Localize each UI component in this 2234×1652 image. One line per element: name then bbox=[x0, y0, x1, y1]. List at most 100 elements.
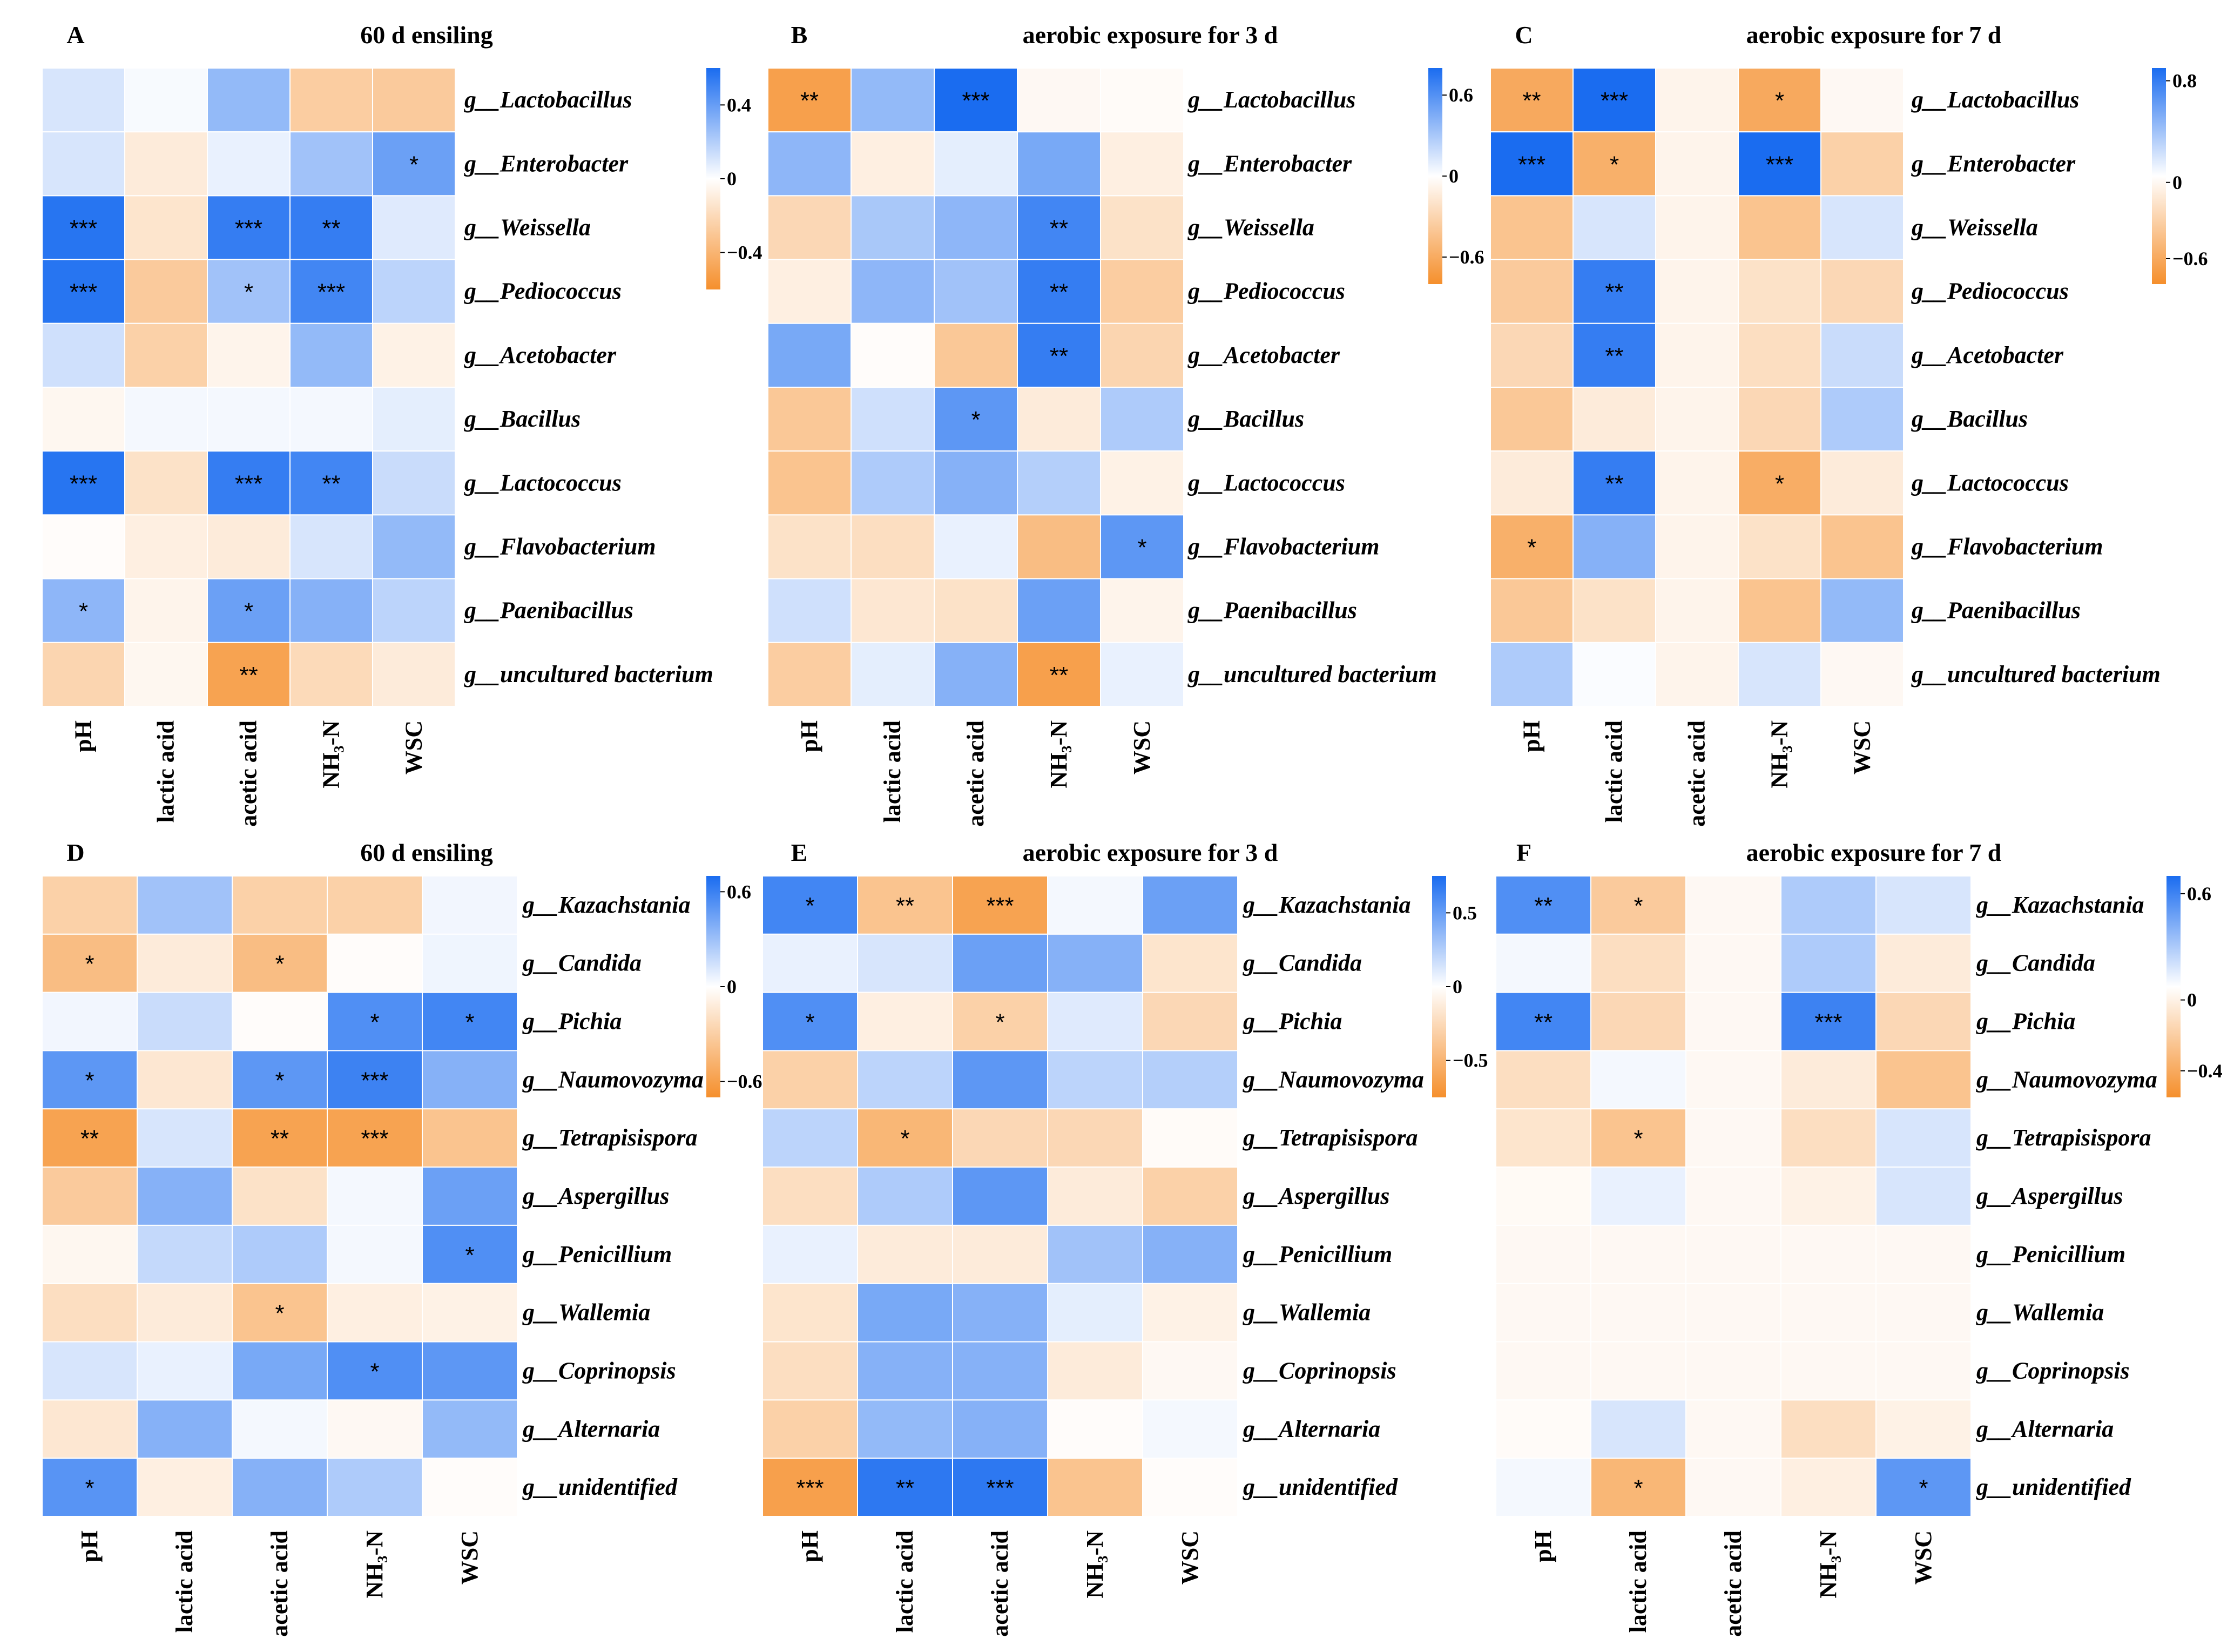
significance-mark: * bbox=[1527, 535, 1536, 561]
significance-mark: *** bbox=[796, 1475, 824, 1501]
heatmap-cell bbox=[1685, 992, 1781, 1051]
heatmap-cell bbox=[934, 450, 1018, 516]
row-label-g-uncultured-bacterium: g__uncultured bacterium bbox=[1911, 661, 2161, 687]
significance-mark: * bbox=[1634, 1475, 1643, 1501]
heatmap-cell bbox=[1685, 1224, 1781, 1284]
row-label-g-weissella: g__Weissella bbox=[1911, 214, 2038, 241]
heatmap-cell bbox=[1572, 450, 1656, 516]
heatmap-cell bbox=[1685, 933, 1781, 993]
column-label-wsc: WSC bbox=[1910, 1530, 1936, 1584]
significance-mark: ** bbox=[1605, 343, 1623, 369]
heatmap-cell bbox=[1875, 1458, 1972, 1518]
row-label-g-pediococcus: g__Pediococcus bbox=[464, 278, 622, 305]
heatmap-cell bbox=[857, 1050, 953, 1110]
heatmap-cell bbox=[767, 131, 852, 197]
heatmap-cell bbox=[207, 195, 291, 260]
heatmap-cell bbox=[1738, 578, 1821, 643]
heatmap-cell bbox=[207, 514, 291, 579]
heatmap-cell bbox=[289, 514, 373, 579]
row-label-g-lactococcus: g__Lactococcus bbox=[1187, 469, 1345, 496]
heatmap-cell bbox=[767, 68, 852, 133]
heatmap-cell bbox=[124, 322, 208, 388]
row-label-g-penicillium: g__Penicillium bbox=[522, 1241, 672, 1267]
heatmap-cell bbox=[762, 1166, 858, 1226]
significance-mark: ** bbox=[1050, 279, 1068, 306]
heatmap-cell bbox=[767, 195, 852, 260]
heatmap-cell bbox=[1142, 933, 1238, 993]
column-label-nh-n: NH₃-N bbox=[1815, 1530, 1841, 1599]
heatmap-cell bbox=[1142, 1166, 1238, 1226]
column-label-wsc: WSC bbox=[401, 720, 427, 774]
row-label-g-weissella: g__Weissella bbox=[464, 214, 591, 241]
heatmap-cell bbox=[952, 1341, 1048, 1401]
row-label-g-wallemia: g__Wallemia bbox=[1976, 1299, 2104, 1326]
significance-mark: * bbox=[85, 951, 94, 977]
row-label-g-alternaria: g__Alternaria bbox=[1976, 1415, 2114, 1442]
heatmap-cell bbox=[1820, 195, 1904, 260]
heatmap-cell bbox=[1142, 1108, 1238, 1168]
heatmap-cell bbox=[1875, 1108, 1972, 1168]
row-label-g-wallemia: g__Wallemia bbox=[522, 1299, 650, 1326]
heatmap-cell bbox=[1780, 933, 1877, 993]
significance-mark: * bbox=[1634, 893, 1643, 919]
heatmap-cell bbox=[1820, 450, 1904, 516]
heatmap-cell bbox=[762, 1108, 858, 1168]
heatmap-cell bbox=[1017, 642, 1101, 707]
significance-mark: *** bbox=[235, 215, 262, 242]
heatmap-cell bbox=[327, 1399, 423, 1459]
heatmap-cell bbox=[1490, 578, 1574, 643]
significance-mark: ** bbox=[1605, 470, 1623, 497]
heatmap-cell bbox=[1590, 875, 1686, 935]
heatmap-cell bbox=[1495, 1399, 1591, 1459]
heatmap-cell bbox=[1142, 1341, 1238, 1401]
heatmap-cell bbox=[232, 1224, 328, 1284]
heatmap-cell bbox=[1738, 322, 1821, 388]
heatmap-cell bbox=[1100, 387, 1184, 452]
heatmap-cell bbox=[857, 1341, 953, 1401]
row-label-g-candida: g__Candida bbox=[1976, 950, 2095, 976]
column-label-acetic-acid: acetic acid bbox=[1684, 720, 1710, 827]
heatmap-cell bbox=[934, 131, 1018, 197]
heatmap-cell bbox=[934, 578, 1018, 643]
heatmap-cell bbox=[1047, 1399, 1143, 1459]
heatmap-cell bbox=[1685, 875, 1781, 935]
significance-mark: * bbox=[465, 1242, 474, 1269]
heatmap-cell bbox=[1017, 322, 1101, 388]
row-label-g-naumovozyma: g__Naumovozyma bbox=[522, 1066, 704, 1093]
row-label-g-alternaria: g__Alternaria bbox=[1243, 1415, 1380, 1442]
significance-mark: *** bbox=[361, 1067, 388, 1094]
heatmap-cell bbox=[952, 1050, 1048, 1110]
panel-letter: D bbox=[66, 839, 84, 866]
heatmap-cell bbox=[289, 642, 373, 707]
row-label-g-lactobacillus: g__Lactobacillus bbox=[1187, 86, 1355, 113]
heatmap-cell bbox=[289, 195, 373, 260]
heatmap-cell bbox=[124, 68, 208, 133]
heatmap-cell bbox=[1100, 131, 1184, 197]
heatmap-cell bbox=[1572, 259, 1656, 324]
heatmap-cell bbox=[1590, 1224, 1686, 1284]
heatmap-cell bbox=[1590, 1341, 1686, 1401]
panel-title: aerobic exposure for 7 d bbox=[1746, 21, 2002, 49]
column-label-ph: pH bbox=[1530, 1530, 1556, 1562]
significance-mark: * bbox=[1137, 535, 1146, 561]
column-label-nh-n: NH₃-N bbox=[318, 720, 345, 788]
heatmap-cell bbox=[1100, 68, 1184, 133]
significance-mark: ** bbox=[1522, 87, 1541, 114]
colorbar bbox=[2166, 876, 2181, 1097]
heatmap-cell bbox=[1100, 322, 1184, 388]
heatmap-cell bbox=[1820, 259, 1904, 324]
heatmap-cell bbox=[1017, 514, 1101, 579]
heatmap-cell bbox=[232, 992, 328, 1051]
heatmap-cell bbox=[767, 642, 852, 707]
row-label-g-bacillus: g__Bacillus bbox=[1187, 406, 1304, 432]
heatmap-cell bbox=[767, 514, 852, 579]
row-label-g-acetobacter: g__Acetobacter bbox=[1911, 342, 2064, 368]
heatmap-cell bbox=[851, 259, 935, 324]
heatmap-cell bbox=[1685, 1108, 1781, 1168]
colorbar-tick-label: −0.6 bbox=[2172, 248, 2208, 269]
column-label-acetic-acid: acetic acid bbox=[235, 720, 262, 827]
row-label-g-enterobacter: g__Enterobacter bbox=[1187, 150, 1352, 177]
significance-mark: ** bbox=[1050, 215, 1068, 242]
significance-mark: * bbox=[370, 1358, 379, 1385]
